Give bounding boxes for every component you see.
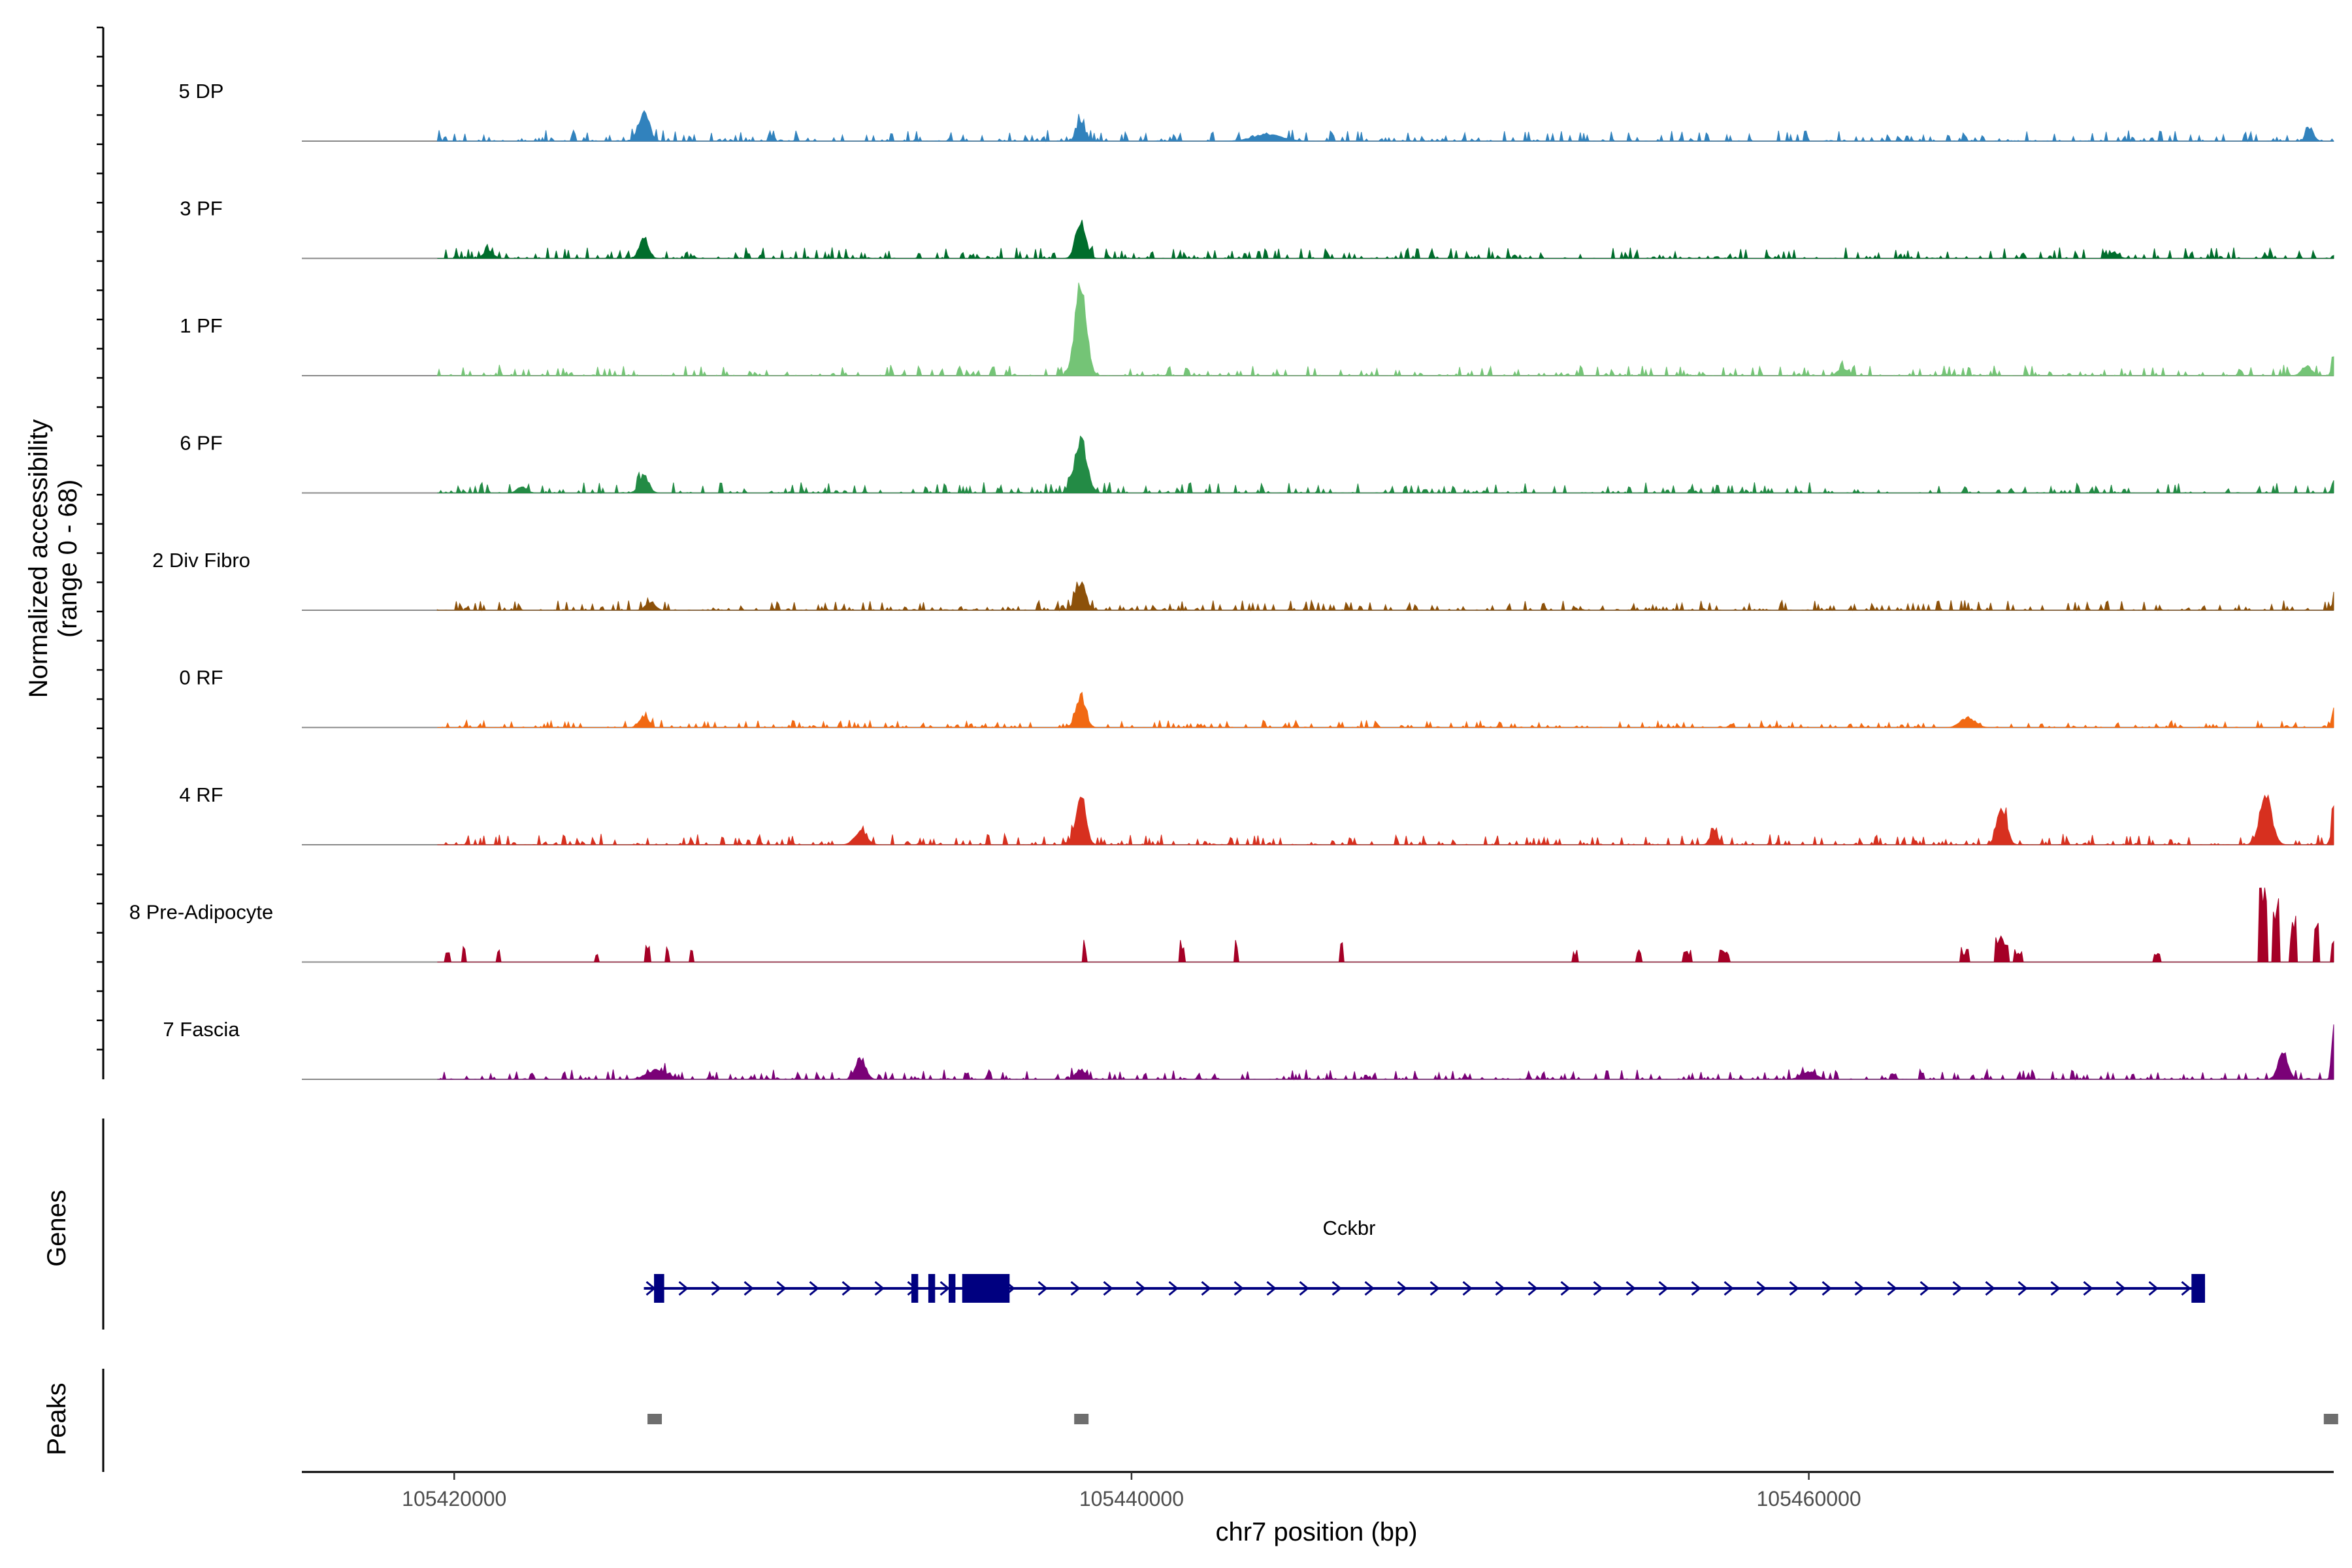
gene-strand-arrow [1691, 1281, 1701, 1296]
peaks-panel-label: Peaks [42, 1382, 71, 1455]
gene-exon [928, 1274, 936, 1303]
gene-strand-arrow [1168, 1281, 1179, 1296]
track-5: 2 Div Fibro [152, 549, 2334, 612]
gene-strand-arrow [1789, 1281, 1799, 1296]
track-coverage-area [436, 282, 2334, 377]
gene-strand-arrow [1985, 1281, 1995, 1296]
peaks-panel [647, 1414, 2338, 1424]
gene-strand-arrow [2148, 1281, 2159, 1296]
track-label: 3 PF [180, 197, 222, 220]
gene-strand-arrow [1364, 1281, 1375, 1296]
gene-strand-arrow [1331, 1281, 1342, 1296]
y-axis-title-line1: Normalized accessibility [24, 419, 53, 698]
x-axis-title: chr7 position (bp) [1215, 1518, 1417, 1546]
x-tick-label: 105420000 [402, 1487, 506, 1511]
gene-strand-arrow [1821, 1281, 1832, 1296]
gene-strand-arrow [1854, 1281, 1865, 1296]
gene-strand-arrow [1135, 1281, 1146, 1296]
track-label: 2 Div Fibro [152, 549, 250, 572]
peak-region [1074, 1414, 1089, 1424]
track-label: 6 PF [180, 432, 222, 455]
gene-exon [654, 1274, 664, 1303]
track-8: 8 Pre-Adipocyte [129, 887, 2334, 963]
track-4: 6 PF [180, 432, 2334, 495]
track-label: 1 PF [180, 314, 222, 337]
gene-strand-arrow [1593, 1281, 1603, 1296]
genes-panel-label: Genes [42, 1190, 71, 1267]
track-label: 8 Pre-Adipocyte [129, 901, 274, 924]
x-tick-label: 105440000 [1079, 1487, 1184, 1511]
gene-strand-arrow [1103, 1281, 1113, 1296]
track-9: 7 Fascia [163, 1018, 2334, 1081]
gene-strand-arrow [939, 1281, 950, 1296]
gene-strand-arrow [2050, 1281, 2061, 1296]
gene-strand-arrow [1201, 1281, 1211, 1296]
coverage-tracks: 5 DP 3 PF 1 PF 6 PF 2 Div Fibro 0 RF 4 RF 8 Pre… [129, 80, 2335, 1081]
gene-strand-arrow [1723, 1281, 1734, 1296]
gene-exon [962, 1274, 1010, 1303]
gene-strand-arrow [1560, 1281, 1571, 1296]
track-label: 7 Fascia [163, 1018, 240, 1041]
gene-strand-arrow [678, 1281, 689, 1296]
track-7: 4 RF [179, 783, 2334, 846]
track-coverage-area [436, 581, 2334, 612]
track-2: 3 PF [180, 197, 2334, 260]
x-axis: 105420000 105440000 105460000 [302, 1471, 2334, 1511]
gene-name-label: Cckbr [1323, 1217, 1376, 1239]
gene-strand-arrow [1527, 1281, 1538, 1296]
gene-strand-arrow [1037, 1281, 1048, 1296]
gene-strand-arrow [1952, 1281, 1963, 1296]
gene-strand-arrow [2181, 1281, 2191, 1296]
track-coverage-area [437, 1024, 2334, 1081]
gene-strand-arrow [1887, 1281, 1897, 1296]
gene-strand-arrow [776, 1281, 787, 1296]
y-axis-title-line2: (range 0 - 68) [54, 480, 82, 638]
track-1: 5 DP [179, 80, 2335, 142]
track-label: 0 RF [179, 666, 223, 689]
gene-exon [949, 1274, 956, 1303]
peak-region [647, 1414, 662, 1424]
track-coverage-area [437, 887, 2334, 962]
track-label: 4 RF [179, 783, 223, 806]
peak-region [2323, 1414, 2338, 1424]
gene-strand-arrow [1919, 1281, 1930, 1296]
gene-strand-arrow [1658, 1281, 1669, 1296]
gene-panel [644, 1274, 2206, 1303]
left-axes [97, 26, 105, 1472]
gene-strand-arrow [874, 1281, 885, 1296]
track-coverage-area [437, 435, 2334, 495]
track-coverage-area [437, 794, 2334, 846]
gene-strand-arrow [1756, 1281, 1767, 1296]
gene-strand-arrow [1429, 1281, 1440, 1296]
track-3: 1 PF [180, 282, 2334, 377]
gene-strand-arrow [1299, 1281, 1309, 1296]
gene-strand-arrow [1397, 1281, 1407, 1296]
gene-strand-arrow [1070, 1281, 1081, 1296]
gene-strand-arrow [743, 1281, 754, 1296]
gene-strand-arrow [841, 1281, 852, 1296]
gene-strand-arrow [1266, 1281, 1277, 1296]
gene-strand-arrow [2083, 1281, 2093, 1296]
gene-strand-arrow [1233, 1281, 1244, 1296]
gene-strand-arrow [711, 1281, 721, 1296]
gene-strand-arrow [2115, 1281, 2126, 1296]
track-label: 5 DP [179, 80, 224, 103]
track-6: 0 RF [179, 666, 2334, 729]
x-tick-label: 105460000 [1756, 1487, 1861, 1511]
gene-strand-arrow [1462, 1281, 1473, 1296]
gene-strand-arrow [2017, 1281, 2028, 1296]
gene-strand-arrow [1625, 1281, 1636, 1296]
track-coverage-area [437, 691, 2334, 729]
gene-exon [911, 1274, 919, 1303]
track-coverage-area [436, 110, 2335, 142]
gene-exon [2191, 1274, 2206, 1303]
gene-strand-arrow [1495, 1281, 1505, 1296]
track-coverage-area [437, 220, 2334, 260]
gene-strand-arrow [809, 1281, 819, 1296]
